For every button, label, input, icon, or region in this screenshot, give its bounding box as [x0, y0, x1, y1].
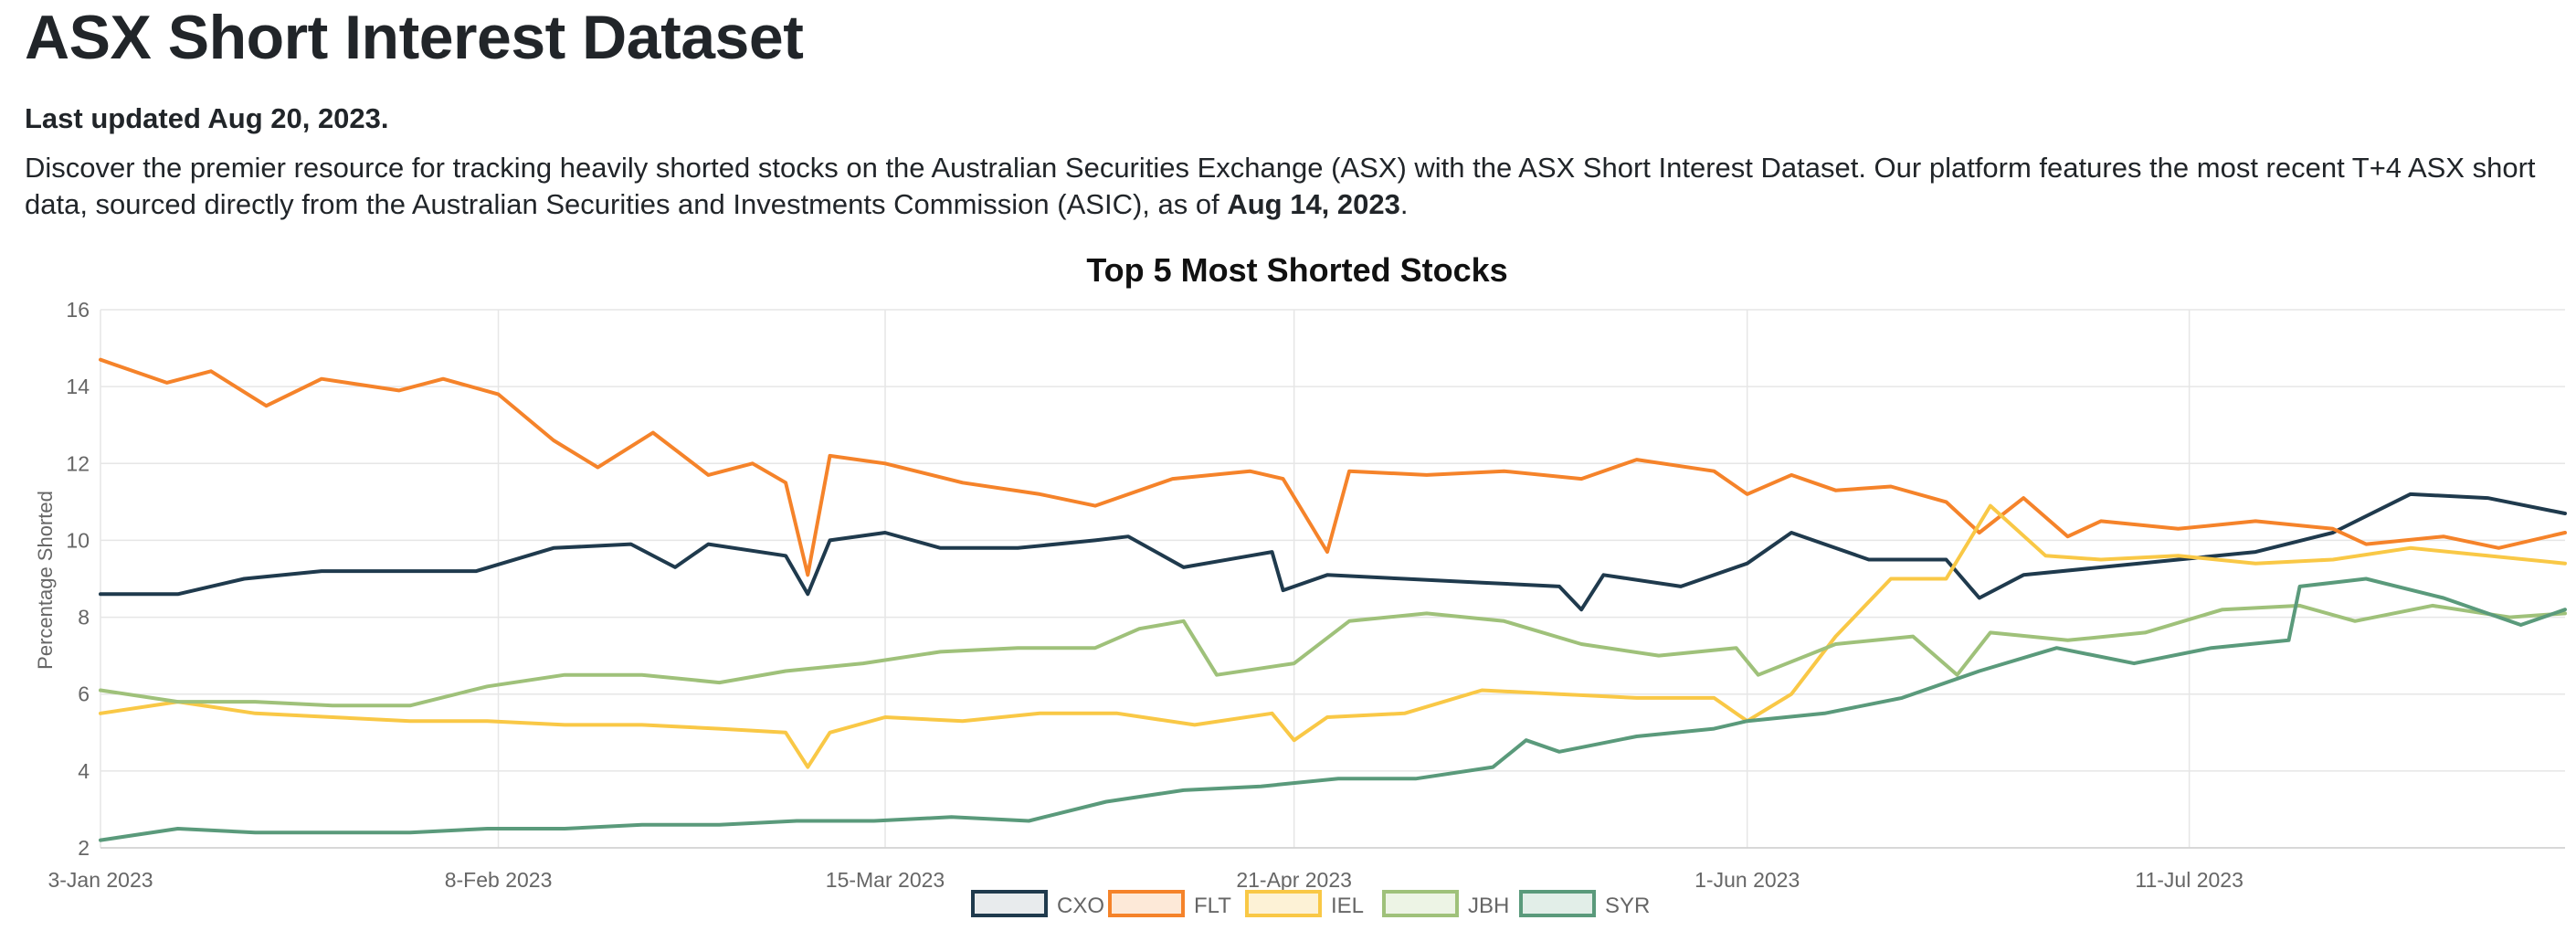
y-tick-label: 8	[78, 606, 90, 629]
x-tick-label: 21-Apr 2023	[1236, 868, 1352, 892]
y-tick-label: 2	[78, 836, 90, 860]
legend-swatch	[1519, 890, 1596, 917]
series-line-jbh	[99, 603, 2567, 708]
series-line-cxo	[99, 492, 2567, 612]
legend-item-jbh[interactable]: JBH	[1382, 890, 1509, 918]
y-tick-label: 12	[66, 451, 90, 475]
chart-title: Top 5 Most Shorted Stocks	[1086, 251, 1507, 289]
x-tick-label: 8-Feb 2023	[445, 868, 553, 892]
legend-swatch	[971, 890, 1048, 917]
legend-item-syr[interactable]: SYR	[1519, 890, 1650, 918]
legend-swatch	[1245, 890, 1322, 917]
x-tick-label: 3-Jan 2023	[48, 868, 153, 892]
y-tick-label: 4	[78, 759, 90, 783]
grid-lines	[100, 309, 2565, 849]
legend-label: JBH	[1468, 894, 1509, 918]
y-tick-label: 10	[66, 528, 90, 552]
series-lines	[99, 357, 2567, 842]
x-tick-label: 11-Jul 2023	[2135, 868, 2243, 892]
y-tick-label: 16	[66, 298, 90, 322]
x-tick-label: 1-Jun 2023	[1694, 868, 1800, 892]
intro-date: Aug 14, 2023	[1227, 188, 1400, 220]
legend[interactable]: CXO FLT IEL JBH SYR	[971, 890, 1650, 918]
intro-text: Discover the premier resource for tracki…	[25, 152, 2536, 220]
legend-item-cxo[interactable]: CXO	[971, 890, 1104, 918]
legend-label: IEL	[1331, 894, 1364, 918]
legend-item-flt[interactable]: FLT	[1108, 890, 1231, 918]
intro-end: .	[1399, 188, 1409, 220]
legend-swatch	[1382, 890, 1459, 917]
intro-paragraph: Discover the premier resource for tracki…	[25, 150, 2546, 223]
x-tick-label: 15-Mar 2023	[826, 868, 945, 892]
legend-label: FLT	[1194, 894, 1231, 918]
series-line-iel	[99, 503, 2567, 769]
page-title: ASX Short Interest Dataset	[25, 3, 804, 72]
legend-label: CXO	[1057, 894, 1104, 918]
last-updated: Last updated Aug 20, 2023.	[25, 102, 389, 134]
legend-swatch	[1108, 890, 1185, 917]
series-line-flt	[99, 357, 2567, 577]
legend-item-iel[interactable]: IEL	[1245, 890, 1364, 918]
x-axis-ticks: 3-Jan 2023 8-Feb 2023 15-Mar 2023 21-Apr 20…	[48, 868, 2243, 892]
y-tick-label: 6	[78, 682, 90, 706]
legend-label: SYR	[1605, 894, 1650, 918]
y-axis-ticks: 2 4 6 8 10 12 14 16	[66, 298, 90, 860]
y-axis-label: Percentage Shorted	[34, 491, 57, 670]
series-line-syr	[99, 576, 2567, 842]
line-chart: Top 5 Most Shorted Stocks Percentage Sho…	[34, 251, 2567, 918]
y-tick-label: 14	[66, 375, 90, 398]
